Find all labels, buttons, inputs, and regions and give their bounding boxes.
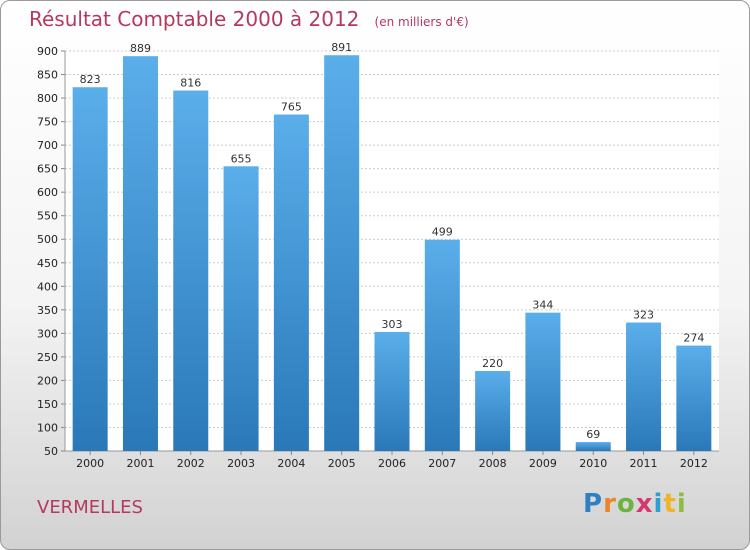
chart-unit: (en milliers d'€) bbox=[374, 15, 469, 29]
x-tick-label-2009: 2009 bbox=[529, 457, 557, 470]
y-tick-label: 250 bbox=[37, 351, 58, 364]
y-tick-label: 600 bbox=[37, 186, 58, 199]
bar-2010 bbox=[575, 442, 611, 451]
commune-name: VERMELLES bbox=[37, 497, 143, 518]
data-label-2001: 889 bbox=[130, 42, 151, 55]
brand-logo-letter: x bbox=[635, 489, 654, 519]
data-label-2006: 303 bbox=[382, 318, 403, 331]
y-tick-label: 100 bbox=[37, 421, 58, 434]
chart-title: Résultat Comptable 2000 à 2012 bbox=[29, 7, 360, 31]
data-label-2010: 69 bbox=[586, 428, 600, 441]
y-tick-label: 700 bbox=[37, 139, 58, 152]
data-label-2008: 220 bbox=[482, 357, 503, 370]
brand-logo-letter: P bbox=[583, 489, 604, 519]
data-label-2012: 274 bbox=[683, 332, 704, 345]
x-tick-label-2010: 2010 bbox=[579, 457, 607, 470]
y-tick-label: 850 bbox=[37, 69, 58, 82]
brand-logo-letter: i bbox=[676, 489, 687, 519]
brand-logo-letter: r bbox=[603, 489, 617, 519]
y-tick-label: 500 bbox=[37, 233, 58, 246]
data-label-2003: 655 bbox=[231, 152, 252, 165]
y-tick-label: 200 bbox=[37, 374, 58, 387]
data-label-2009: 344 bbox=[532, 299, 553, 312]
x-tick-label-2004: 2004 bbox=[277, 457, 305, 470]
data-label-2004: 765 bbox=[281, 101, 302, 114]
x-tick-label-2001: 2001 bbox=[126, 457, 154, 470]
y-tick-label: 900 bbox=[37, 45, 58, 58]
bar-2006 bbox=[374, 331, 410, 451]
brand-logo: Proxiti bbox=[583, 489, 687, 519]
bar-2004 bbox=[273, 114, 309, 451]
bar-2012 bbox=[676, 345, 712, 451]
bar-2001 bbox=[122, 56, 158, 451]
y-tick-label: 800 bbox=[37, 92, 58, 105]
data-label-2007: 499 bbox=[432, 226, 453, 239]
x-tick-label-2011: 2011 bbox=[630, 457, 658, 470]
bar-2009 bbox=[525, 312, 561, 451]
x-tick-label-2003: 2003 bbox=[227, 457, 255, 470]
data-label-2011: 323 bbox=[633, 309, 654, 322]
data-label-2000: 823 bbox=[80, 73, 101, 86]
y-tick-label: 650 bbox=[37, 163, 58, 176]
y-tick-label: 750 bbox=[37, 116, 58, 129]
bar-2000 bbox=[72, 87, 108, 451]
y-tick-label: 400 bbox=[37, 280, 58, 293]
brand-logo-letter: o bbox=[616, 489, 636, 519]
data-label-2005: 891 bbox=[331, 41, 352, 54]
x-tick-label-2008: 2008 bbox=[479, 457, 507, 470]
bar-2005 bbox=[324, 55, 360, 452]
brand-logo-letter: t bbox=[663, 489, 677, 519]
y-tick-label: 50 bbox=[44, 445, 58, 458]
y-tick-label: 450 bbox=[37, 257, 58, 270]
bar-2011 bbox=[626, 322, 662, 451]
title-row: Résultat Comptable 2000 à 2012 (en milli… bbox=[29, 7, 469, 31]
x-tick-label-2006: 2006 bbox=[378, 457, 406, 470]
bar-2002 bbox=[173, 90, 209, 451]
y-tick-label: 350 bbox=[37, 304, 58, 317]
x-tick-label-2000: 2000 bbox=[76, 457, 104, 470]
brand-logo-letter: i bbox=[653, 489, 664, 519]
y-tick-label: 150 bbox=[37, 398, 58, 411]
data-label-2002: 816 bbox=[180, 77, 201, 90]
x-tick-label-2005: 2005 bbox=[328, 457, 356, 470]
bar-2003 bbox=[223, 166, 259, 451]
x-tick-label-2007: 2007 bbox=[428, 457, 456, 470]
y-tick-label: 550 bbox=[37, 210, 58, 223]
x-tick-label-2012: 2012 bbox=[680, 457, 708, 470]
x-tick-label-2002: 2002 bbox=[177, 457, 205, 470]
y-tick-label: 300 bbox=[37, 327, 58, 340]
bar-2008 bbox=[475, 371, 511, 451]
bar-2007 bbox=[424, 239, 460, 451]
